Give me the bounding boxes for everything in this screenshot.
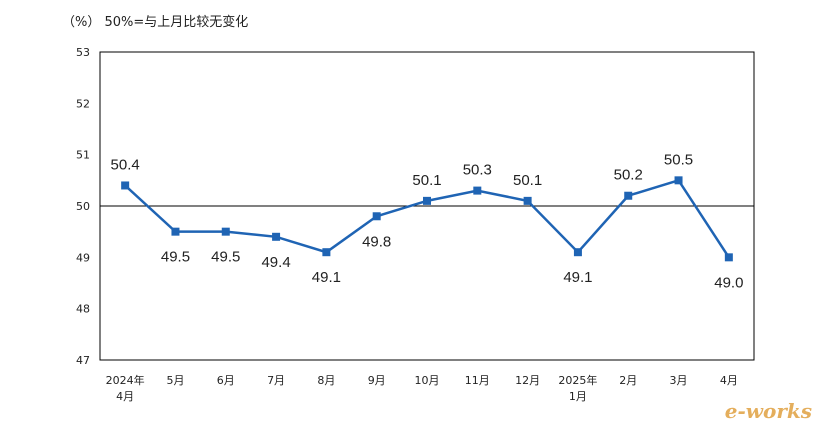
x-tick-label: 1月	[569, 390, 587, 403]
data-label: 49.5	[211, 249, 240, 266]
data-point	[724, 253, 733, 262]
data-label: 50.5	[664, 151, 693, 168]
data-point	[171, 227, 180, 236]
y-tick-label: 50	[76, 200, 90, 213]
x-tick-label: 9月	[368, 374, 386, 387]
data-point	[423, 196, 431, 205]
x-tick-label: 2024年	[106, 373, 145, 387]
y-tick-label: 51	[76, 149, 90, 162]
y-tick-label: 52	[76, 97, 90, 110]
x-tick-label: 3月	[670, 374, 688, 387]
y-tick-label: 53	[76, 46, 90, 59]
data-point	[121, 181, 130, 190]
data-point	[372, 212, 381, 221]
data-label: 49.4	[261, 254, 290, 271]
x-tick-label: 4月	[116, 390, 134, 403]
x-tick-label: 5月	[166, 374, 184, 387]
x-tick-label: 11月	[465, 374, 490, 387]
data-point	[322, 248, 331, 257]
data-label: 50.4	[111, 156, 140, 173]
x-tick-label: 7月	[267, 374, 285, 387]
data-label: 49.1	[563, 269, 592, 286]
y-tick-label: 48	[76, 303, 90, 316]
x-axis: 2024年 4月 5月 6月 7月 8月 9月 10月 11月 12月 2025年 1月 2月 3月 4月	[106, 373, 738, 403]
series-line	[124, 178, 730, 259]
data-label: 49.5	[161, 249, 190, 266]
data-label: 50.2	[614, 167, 643, 184]
x-tick-label: 2025年	[558, 373, 597, 387]
data-label: 49.8	[362, 233, 391, 250]
data-label: 50.3	[463, 162, 492, 179]
x-tick-label: 8月	[317, 374, 335, 387]
x-tick-label: 10月	[415, 374, 440, 387]
series-markers	[121, 176, 733, 262]
data-label: 49.1	[312, 269, 341, 286]
y-tick-label: 47	[76, 354, 90, 367]
x-tick-label: 4月	[720, 374, 738, 387]
data-point	[272, 232, 281, 241]
x-tick-label: 6月	[217, 374, 235, 387]
data-label: 50.1	[513, 172, 542, 189]
data-point	[624, 191, 633, 200]
data-label: 50.1	[412, 172, 441, 189]
data-point	[573, 248, 582, 257]
x-tick-label: 12月	[515, 374, 540, 387]
data-label: 49.0	[714, 274, 743, 291]
watermark-logo: e-works	[724, 399, 812, 423]
data-labels: 50.4 49.5 49.5 49.4 49.1 49.8 50.1 50.3 50.1 49.1…	[111, 151, 744, 291]
y-axis: 47 48 49 50 51 52 53	[76, 46, 90, 367]
data-point	[523, 196, 532, 205]
data-point	[221, 227, 230, 236]
unit-note: （%） 50%=与上月比较无变化	[62, 15, 249, 30]
x-tick-label: 2月	[619, 374, 637, 387]
y-tick-label: 49	[76, 251, 90, 264]
data-point	[473, 186, 482, 195]
data-point	[674, 176, 683, 185]
